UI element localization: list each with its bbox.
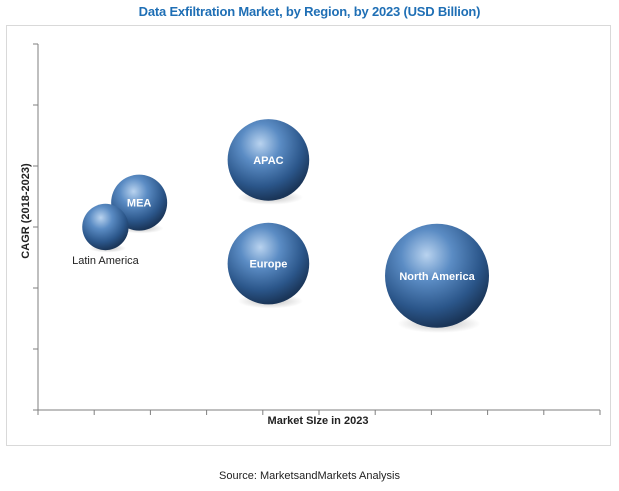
bubble-europe: Europe xyxy=(227,222,310,309)
bubble-mark xyxy=(227,222,310,305)
source-note: Source: MarketsandMarkets Analysis xyxy=(219,470,400,482)
bubble-label: Latin America xyxy=(72,255,140,267)
bubble-label: Europe xyxy=(249,259,287,271)
chart-title: Data Exfiltration Market, by Region, by … xyxy=(138,4,481,19)
bubble-north-america: North America xyxy=(385,223,490,334)
bubble-latin-america: Latin America xyxy=(72,203,140,267)
bubble-label: APAC xyxy=(253,155,283,167)
y-axis-label: CAGR (2018-2023) xyxy=(20,163,32,259)
bubble-label: MEA xyxy=(127,198,152,210)
bubble-mark xyxy=(227,119,310,201)
bubble-mark xyxy=(82,203,129,251)
x-axis-label: Market SIze in 2023 xyxy=(268,415,369,427)
chart-frame xyxy=(6,25,611,446)
bubble-mark xyxy=(385,223,490,328)
bubble-label: North America xyxy=(399,271,475,283)
bubble-apac: APAC xyxy=(227,119,310,205)
